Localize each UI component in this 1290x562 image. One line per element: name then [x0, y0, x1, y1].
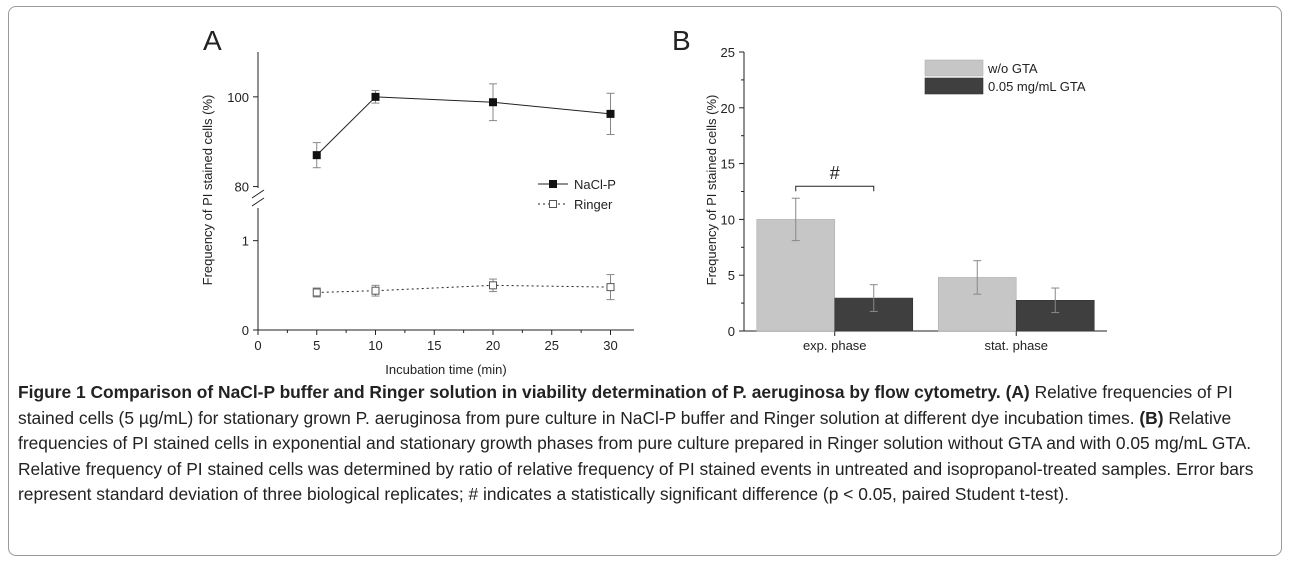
- panel-b-y-tick-label: 10: [721, 212, 735, 227]
- panel-b-x-tick-label: exp. phase: [803, 338, 867, 353]
- panel-a-data-point: [606, 283, 615, 292]
- panel-a-y-tick-label: 1: [242, 234, 249, 249]
- panel-b-legend-swatch: [924, 77, 984, 95]
- panel-a-x-tick-label: 25: [545, 338, 559, 353]
- panel-b-x-tick-label: stat. phase: [984, 338, 1048, 353]
- panel-a-x-tick-label: 30: [603, 338, 617, 353]
- caption-b-label: (B): [1139, 407, 1164, 428]
- panel-a-marks: 0 5 10 15 20 25 30 0 1 80 100: [227, 52, 634, 353]
- panel-a-data-point: [371, 286, 380, 295]
- panel-a-x-tick-label: 15: [427, 338, 441, 353]
- panel-a-legend: NaCl-P Ringer: [538, 177, 616, 212]
- panel-a-legend-label: Ringer: [574, 197, 613, 212]
- panel-a-data-point: [312, 288, 321, 297]
- panel-b: B 0 5 10 15 20 25 exp. phase stat. phase # w/o G…: [672, 25, 1107, 353]
- panel-b-marks: 0 5 10 15 20 25 exp. phase stat. phase #: [721, 45, 1107, 353]
- panel-a-legend-marker: [549, 200, 557, 208]
- caption-title: Comparison of NaCl-P buffer and Ringer s…: [90, 382, 1001, 402]
- panel-b-y-tick-label: 25: [721, 45, 735, 60]
- panel-b-significance-marker: #: [830, 163, 840, 183]
- panel-a: A 0 5 10 15 20 25 30 0 1 80 100 NaCl-P Ringer Incub…: [200, 25, 634, 377]
- panel-b-legend-label: w/o GTA: [987, 61, 1038, 76]
- caption-b-text: Relative frequencies of PI stained cells…: [18, 407, 1254, 505]
- panel-a-data-point: [489, 281, 497, 290]
- panel-a-x-tick-label: 5: [313, 338, 320, 353]
- panel-a-data-point: [606, 109, 615, 118]
- panel-a-series-line: [316, 96, 611, 156]
- panel-b-label: B: [672, 25, 691, 56]
- panel-b-y-axis-label: Frequency of PI stained cells (%): [704, 95, 719, 286]
- panel-b-y-tick-label: 5: [728, 268, 735, 283]
- panel-a-data-point: [312, 151, 321, 160]
- panel-b-legend-label: 0.05 mg/mL GTA: [988, 79, 1086, 94]
- panel-a-y-tick-label: 100: [227, 90, 249, 105]
- panel-b-y-tick-label: 0: [728, 324, 735, 339]
- panel-a-legend-marker: [549, 180, 557, 188]
- panel-a-y-tick-label: 80: [235, 180, 249, 195]
- panel-b-legend-swatch: [924, 59, 984, 77]
- panel-a-data-point: [371, 92, 380, 101]
- panel-a-x-tick-label: 0: [254, 338, 261, 353]
- panel-b-legend: w/o GTA 0.05 mg/mL GTA: [924, 59, 1086, 95]
- panel-a-x-axis-label: Incubation time (min): [385, 362, 506, 377]
- panel-a-x-tick-label: 10: [368, 338, 382, 353]
- panel-a-x-tick-label: 20: [486, 338, 500, 353]
- caption-a-text: Relative frequencies of PI stained cells…: [18, 382, 1233, 428]
- panel-b-y-tick-label: 15: [721, 157, 735, 172]
- caption-figure-label: Figure 1: [18, 382, 86, 402]
- panel-a-series-line: [316, 284, 611, 293]
- panel-a-y-axis-label: Frequency of PI stained cells (%): [200, 95, 215, 286]
- panel-a-axis-break-mark: [251, 189, 265, 199]
- caption-a-label: (A): [1005, 382, 1030, 402]
- panel-a-data-point: [489, 98, 497, 107]
- panel-a-axis-break-mark: [251, 197, 265, 207]
- figure-caption: Figure 1 Comparison of NaCl-P buffer and…: [18, 380, 1268, 508]
- panel-a-label: A: [203, 25, 222, 56]
- panel-b-significance-bracket: [795, 185, 875, 192]
- panel-a-y-tick-label: 0: [242, 323, 249, 338]
- panel-b-y-tick-label: 20: [721, 101, 735, 116]
- figure-frame: [8, 6, 1282, 556]
- panel-a-legend-label: NaCl-P: [574, 177, 616, 192]
